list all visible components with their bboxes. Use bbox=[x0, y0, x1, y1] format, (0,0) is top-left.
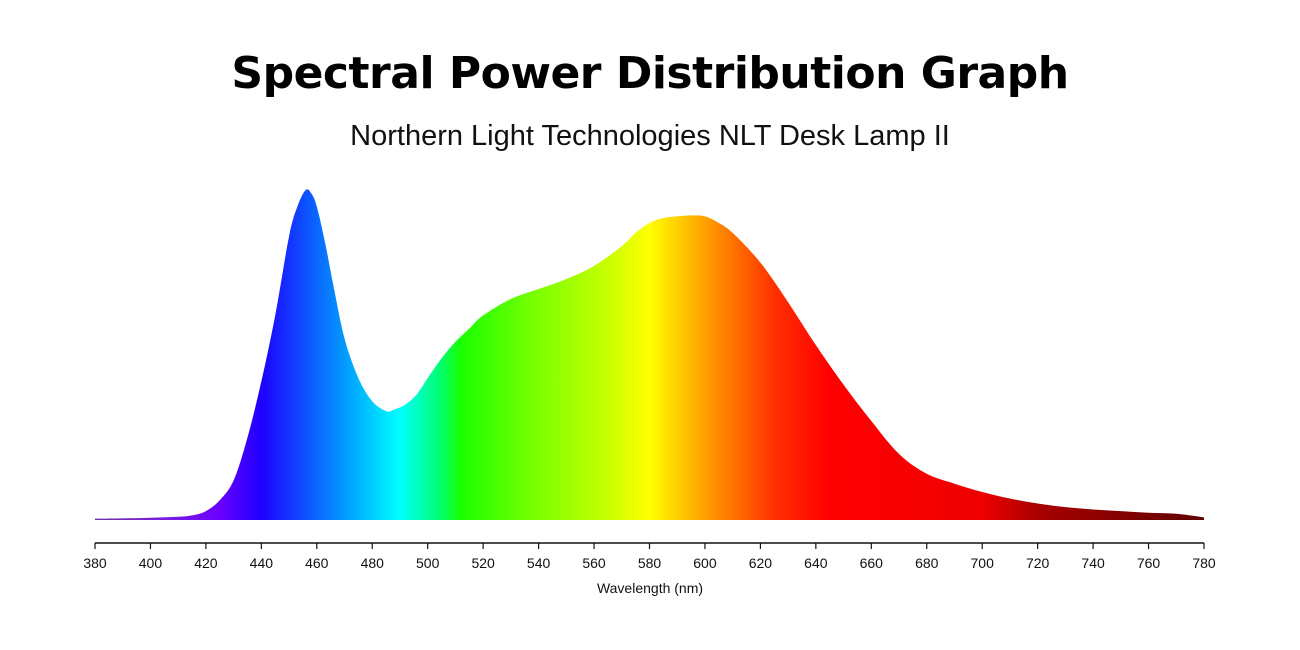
x-tick-label: 760 bbox=[1137, 555, 1161, 571]
x-tick-label: 460 bbox=[305, 555, 329, 571]
x-tick-label: 720 bbox=[1026, 555, 1050, 571]
x-tick-label: 700 bbox=[971, 555, 995, 571]
chart-title: Spectral Power Distribution Graph bbox=[231, 48, 1069, 99]
x-tick-label: 620 bbox=[749, 555, 773, 571]
x-tick-label: 780 bbox=[1192, 555, 1216, 571]
x-tick-label: 480 bbox=[361, 555, 385, 571]
x-tick-label: 440 bbox=[250, 555, 274, 571]
x-axis-label: Wavelength (nm) bbox=[597, 580, 703, 596]
x-tick-label: 540 bbox=[527, 555, 551, 571]
chart-subtitle: Northern Light Technologies NLT Desk Lam… bbox=[350, 120, 950, 152]
x-axis: 380 400 420 440 460 480 500 520 540 560 580 600 620 6… bbox=[83, 542, 1216, 571]
x-tick-label: 400 bbox=[139, 555, 163, 571]
x-tick-label: 500 bbox=[416, 555, 440, 571]
x-tick-label: 660 bbox=[860, 555, 884, 571]
x-tick-label: 600 bbox=[693, 555, 717, 571]
spectrum-area bbox=[95, 189, 1204, 520]
x-tick-label: 560 bbox=[582, 555, 606, 571]
x-tick-label: 640 bbox=[804, 555, 828, 571]
plot-area bbox=[95, 189, 1204, 520]
x-tick-label: 740 bbox=[1081, 555, 1105, 571]
x-tick-label: 520 bbox=[471, 555, 495, 571]
x-tick-label: 680 bbox=[915, 555, 939, 571]
x-tick-label: 380 bbox=[83, 555, 107, 571]
x-tick-label: 420 bbox=[194, 555, 218, 571]
x-tick-label: 580 bbox=[638, 555, 662, 571]
